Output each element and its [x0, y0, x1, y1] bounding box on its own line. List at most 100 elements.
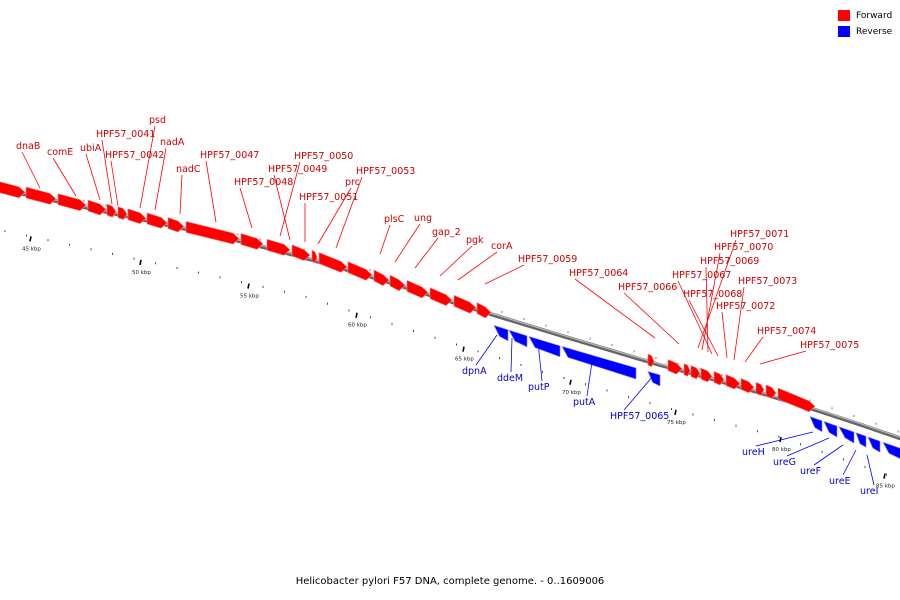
gene-label-hpf57-0071[interactable]: HPF57_0071 [730, 229, 789, 240]
forward-gene-block[interactable] [373, 269, 390, 287]
gene-label-hpf57-0067[interactable]: HPF57_0067 [672, 270, 731, 281]
reverse-gene-block[interactable] [838, 426, 855, 444]
forward-gene-block[interactable] [106, 203, 117, 218]
forward-gene-block[interactable] [429, 287, 453, 306]
leader-line [414, 237, 439, 269]
leader-line [537, 341, 543, 382]
gene-label-ureh[interactable]: ureH [742, 447, 765, 458]
forward-gene-block[interactable] [725, 374, 741, 390]
forward-gene-block[interactable] [700, 367, 713, 383]
gene-label-hpf57-0068[interactable]: HPF57_0068 [683, 289, 742, 300]
scale-tick-label: 85 kbp [876, 484, 895, 490]
leader-line [688, 299, 719, 357]
gene-label-hpf57-0041[interactable]: HPF57_0041 [96, 129, 155, 140]
gene-label-ddem[interactable]: ddeM [497, 373, 523, 384]
reverse-gene-block[interactable] [508, 329, 528, 348]
gene-label-hpf57-0051[interactable]: HPF57_0051 [299, 192, 358, 203]
forward-gene-block[interactable] [240, 233, 264, 250]
forward-gene-block[interactable] [347, 261, 373, 281]
forward-gene-block[interactable] [765, 384, 777, 399]
forward-gene-block[interactable] [755, 381, 765, 396]
gene-label-plsc[interactable]: plsC [384, 214, 405, 225]
forward-gene-block[interactable] [0, 181, 26, 199]
forward-gene-block[interactable] [406, 279, 429, 299]
leader-line [179, 174, 183, 215]
gene-label-ung[interactable]: ung [414, 213, 432, 224]
reverse-gene-block[interactable] [528, 336, 561, 358]
reverse-gene-block[interactable] [809, 416, 823, 433]
gene-label-hpf57-0042[interactable]: HPF57_0042 [105, 150, 164, 161]
reverse-gene-block[interactable] [867, 436, 881, 453]
gene-label-uref[interactable]: ureF [800, 466, 821, 477]
leader-line [701, 252, 721, 351]
reverse-gene-block[interactable] [882, 441, 900, 461]
forward-gene-block[interactable] [713, 370, 725, 386]
gene-label-prc[interactable]: prc [345, 177, 360, 188]
gene-label-hpf57-0073[interactable]: HPF57_0073 [738, 276, 797, 287]
forward-gene-block[interactable] [690, 365, 701, 380]
leader-line [755, 431, 814, 447]
gene-label-hpf57-0050[interactable]: HPF57_0050 [294, 151, 353, 162]
gene-label-hpf57-0049[interactable]: HPF57_0049 [268, 164, 327, 175]
gene-label-hpf57-0070[interactable]: HPF57_0070 [714, 242, 773, 253]
reverse-gene-block[interactable] [647, 371, 661, 387]
forward-gene-block[interactable] [117, 206, 128, 220]
forward-gene-block[interactable] [127, 208, 147, 225]
scale-tick-label: 50 kbp [132, 270, 151, 276]
reverse-gene-block[interactable] [493, 324, 509, 342]
gene-label-hpf57-0074[interactable]: HPF57_0074 [757, 326, 816, 337]
gene-label-hpf57-0059[interactable]: HPF57_0059 [518, 254, 577, 265]
forward-gene-block[interactable] [167, 217, 185, 233]
gene-label-nadc[interactable]: nadC [176, 164, 201, 175]
forward-gene-block[interactable] [647, 353, 655, 368]
gene-label-nada[interactable]: nadA [160, 137, 185, 148]
forward-gene-block[interactable] [185, 221, 240, 245]
gene-label-hpf57-0064[interactable]: HPF57_0064 [569, 268, 628, 279]
forward-gene-block[interactable] [25, 186, 57, 205]
forward-gene-block[interactable] [57, 193, 87, 211]
forward-gene-block[interactable] [291, 244, 311, 262]
forward-gene-block[interactable] [453, 294, 477, 314]
gene-label-come[interactable]: comE [47, 147, 73, 158]
gene-label-hpf57-0047[interactable]: HPF57_0047 [200, 150, 259, 161]
gene-label-hpf57-0048[interactable]: HPF57_0048 [234, 177, 293, 188]
scale-tick [355, 312, 358, 318]
gene-label-puta[interactable]: putA [573, 397, 596, 408]
gene-label-ubia[interactable]: ubiA [80, 143, 102, 154]
gene-label-cora[interactable]: corA [491, 241, 513, 252]
reverse-gene-block[interactable] [855, 432, 867, 448]
reverse-gene-block[interactable] [823, 420, 838, 438]
forward-gene-block[interactable] [266, 238, 291, 256]
gene-label-hpf57-0053[interactable]: HPF57_0053 [356, 166, 415, 177]
forward-gene-block[interactable] [740, 377, 755, 394]
gene-label-pgk[interactable]: pgk [466, 235, 484, 246]
gene-label-putp[interactable]: putP [528, 382, 550, 393]
gene-label-psd[interactable]: psd [149, 115, 166, 126]
gene-label-hpf57-0075[interactable]: HPF57_0075 [800, 340, 859, 351]
forward-gene-block[interactable] [476, 302, 492, 319]
gene-label-uree[interactable]: ureE [829, 476, 851, 487]
leader-line [842, 449, 857, 476]
gene-label-hpf57-0072[interactable]: HPF57_0072 [716, 301, 775, 312]
forward-gene-block[interactable] [667, 359, 683, 375]
gene-label-dnab[interactable]: dnaB [16, 141, 40, 152]
leader-line [110, 160, 119, 207]
forward-gene-block[interactable] [87, 199, 107, 216]
gene-label-gap-2[interactable]: gap_2 [432, 227, 461, 238]
gene-label-hpf57-0065[interactable]: HPF57_0065 [610, 411, 669, 422]
gene-label-hpf57-0066[interactable]: HPF57_0066 [618, 282, 677, 293]
forward-gene-block[interactable] [318, 252, 348, 273]
forward-gene-block[interactable] [311, 249, 318, 264]
forward-gene-block[interactable] [683, 363, 691, 377]
reverse-gene-block[interactable] [561, 345, 637, 380]
forward-gene-block[interactable] [146, 212, 168, 229]
gene-label-dpna[interactable]: dpnA [462, 366, 487, 377]
scale-tick-label: 55 kbp [240, 294, 259, 300]
gene-label-hpf57-0069[interactable]: HPF57_0069 [700, 256, 759, 267]
forward-gene-block[interactable] [389, 274, 406, 292]
forward-gene-block[interactable] [777, 387, 816, 413]
leader-line [574, 278, 656, 339]
gene-label-urei[interactable]: ureI [860, 486, 878, 497]
gene-label-ureg[interactable]: ureG [773, 457, 796, 468]
forward-swatch [838, 10, 850, 21]
